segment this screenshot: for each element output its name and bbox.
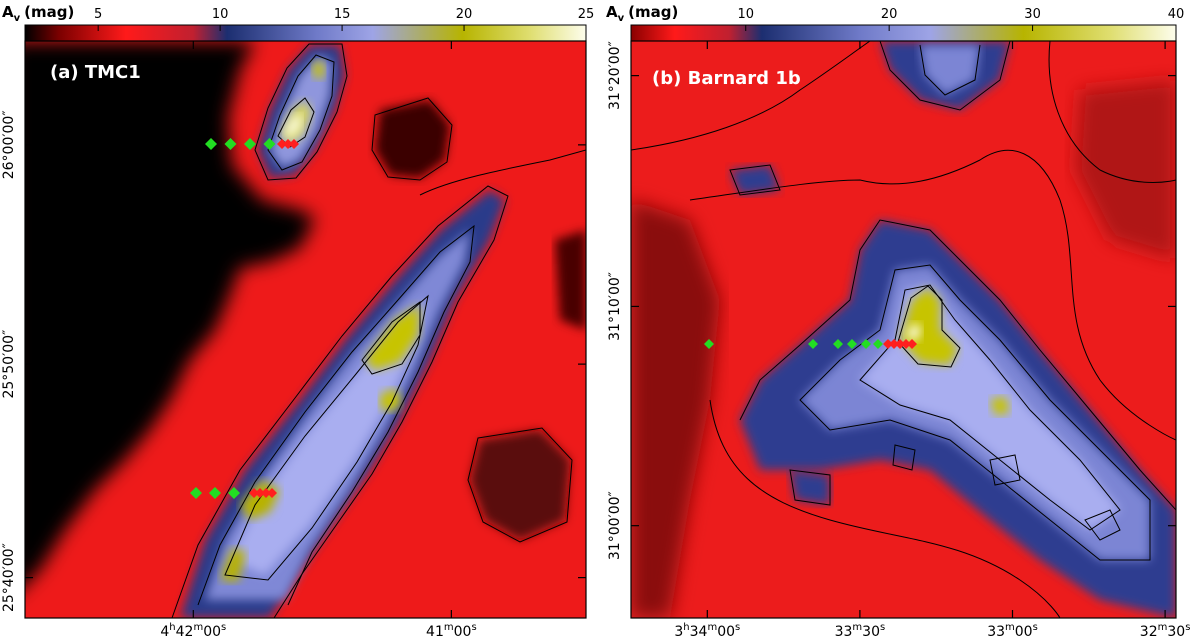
colorbar-tick-label: 30: [1024, 7, 1041, 22]
x-tick-label: 33m30s: [835, 622, 886, 639]
colorbar-b-label: Av (mag): [606, 3, 678, 24]
green-marker: [833, 339, 843, 349]
contours-a: [171, 43, 586, 618]
colorbar-b: [630, 24, 1177, 42]
colorbar-tick-label: 15: [334, 7, 351, 22]
colorbar-a-ticks: 5 10 15 20 25: [94, 7, 594, 31]
colorbar-tick-label: 10: [212, 7, 229, 22]
green-marker: [190, 487, 202, 499]
green-marker: [205, 138, 217, 150]
colorbar-tick-label: 40: [1168, 7, 1185, 22]
map-a-frame: [24, 40, 587, 619]
markers-b: [704, 339, 917, 349]
red-marker: [249, 488, 259, 498]
red-marker: [255, 488, 265, 498]
x-tick-label: 4h42m00s: [160, 622, 226, 639]
core-a-lower-2: [380, 388, 402, 412]
colorbar-a: [24, 24, 587, 42]
green-marker: [209, 487, 221, 499]
panel-b: 10 20 30 40 Av (mag): [606, 3, 1190, 639]
core-a-lower-1: [365, 305, 420, 370]
x-tick-label: 33m00s: [987, 622, 1038, 639]
green-marker: [847, 339, 857, 349]
colorbar-a-label: Av (mag): [2, 3, 74, 24]
markers-a: [190, 138, 299, 499]
low-extinction-region-a: [25, 41, 315, 585]
red-marker: [261, 488, 271, 498]
panel-b-label: (b) Barnard 1b: [652, 68, 801, 89]
colorbar-tick-label: 20: [881, 7, 898, 22]
red-marker: [901, 339, 911, 349]
colorbar-tick-label: 25: [578, 7, 595, 22]
y-tick-label: 25°50′00″: [1, 330, 17, 399]
green-marker: [704, 339, 714, 349]
dark-region-b-left: [631, 200, 720, 618]
green-marker: [224, 138, 237, 150]
colorbar-tick-label: 5: [94, 7, 102, 22]
dark-patch-a3: [555, 230, 586, 330]
axis-ticks-a: 4h42m00s 41m00s 26°00′00″ 25°50′00″ 25°40′00…: [1, 41, 586, 639]
red-marker: [277, 139, 287, 149]
green-marker: [808, 339, 818, 349]
colorbar-b-ticks: 10 20 30 40: [737, 7, 1184, 31]
contours-b: [631, 41, 1176, 618]
dark-patch-a2: [470, 430, 570, 540]
x-tick-label: 3h34m00s: [674, 622, 740, 639]
map-a: [25, 41, 586, 618]
dark-patch-a1: [375, 100, 450, 178]
axis-ticks-b: 3h34m00s 33m30s 33m00s 32m30s 31°20′00″ 31°10…: [607, 41, 1190, 639]
colorbar-tick-label: 10: [737, 7, 754, 22]
green-marker: [244, 138, 256, 150]
y-tick-label: 25°40′00″: [1, 543, 17, 612]
map-b: [631, 41, 1176, 618]
map-b-frame: [630, 40, 1177, 619]
green-marker: [228, 487, 240, 499]
green-marker: [263, 138, 276, 150]
red-marker: [283, 139, 293, 149]
panel-a: 5 10 15 20 25 Av (mag): [1, 3, 594, 639]
y-tick-label: 31°20′00″: [607, 41, 623, 110]
red-marker: [907, 339, 917, 349]
y-tick-label: 26°00′00″: [1, 110, 17, 179]
y-tick-label: 31°00′00″: [607, 491, 623, 560]
panel-a-label: (a) TMC1: [50, 62, 141, 83]
green-marker: [861, 339, 871, 349]
red-marker: [889, 339, 899, 349]
red-marker: [883, 339, 893, 349]
x-tick-label: 41m00s: [426, 622, 477, 639]
x-tick-label: 32m30s: [1140, 622, 1191, 639]
colorbar-tick-label: 20: [456, 7, 473, 22]
red-marker: [289, 139, 299, 149]
red-marker: [267, 488, 277, 498]
y-tick-label: 31°10′00″: [607, 272, 623, 341]
red-marker: [895, 339, 905, 349]
green-marker: [873, 339, 883, 349]
